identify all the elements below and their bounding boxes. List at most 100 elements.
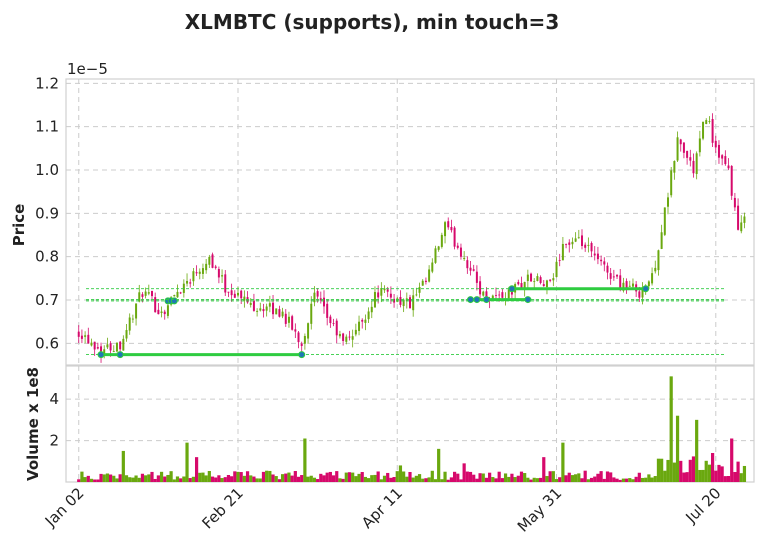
volume-bar	[465, 471, 469, 482]
volume-bar	[647, 474, 651, 482]
volume-bar	[628, 478, 632, 482]
volume-bar	[261, 471, 266, 482]
volume-bar	[341, 478, 345, 482]
volume-bar	[105, 473, 110, 482]
volume-bar	[223, 477, 227, 482]
volume-bar	[717, 464, 721, 482]
volume-bar	[124, 475, 129, 482]
candle-body	[418, 287, 421, 293]
volume-bar	[449, 477, 454, 482]
candle-body	[482, 291, 485, 296]
volume-bar	[191, 476, 196, 482]
candle-body	[87, 334, 90, 344]
candle-body	[329, 316, 332, 324]
candle-body	[714, 140, 717, 148]
candle-body	[682, 142, 685, 153]
candle-body	[670, 170, 673, 196]
candle-body	[549, 279, 552, 281]
candle-body	[100, 346, 103, 356]
candle-body	[383, 288, 386, 291]
candle-body	[574, 238, 577, 242]
volume-bar	[535, 478, 540, 482]
volume-bar	[644, 477, 648, 482]
candle-body	[412, 295, 415, 311]
volume-bar	[421, 478, 425, 482]
candle-body	[593, 253, 596, 256]
candle-body	[421, 280, 424, 286]
candle-body	[612, 276, 615, 278]
candle-body	[77, 331, 80, 337]
volume-bar	[430, 470, 434, 482]
candle-body	[179, 292, 182, 294]
candle-body	[434, 248, 437, 263]
volume-bar	[290, 475, 294, 482]
candle-body	[743, 216, 746, 223]
volume-bar	[102, 474, 106, 482]
candle-body	[459, 247, 462, 257]
candle-body	[249, 302, 252, 305]
volume-bar	[650, 477, 654, 482]
candle-body	[138, 292, 141, 302]
candle-body	[303, 335, 306, 344]
candle-body	[705, 120, 708, 125]
volume-bar	[99, 473, 103, 482]
candle-body	[600, 259, 603, 262]
volume-bar	[255, 478, 259, 482]
support-touch-point	[524, 296, 532, 304]
volume-bar	[306, 476, 310, 482]
candle-body	[456, 245, 459, 248]
volume-bar	[392, 476, 396, 482]
exponent-label: 1e−5	[67, 60, 108, 78]
volume-bar	[386, 472, 390, 482]
candle-body	[651, 273, 654, 284]
candle-body	[84, 335, 87, 337]
volume-bar	[701, 469, 705, 482]
candle-body	[526, 274, 529, 282]
candle-body	[472, 269, 475, 271]
volume-bar	[481, 473, 485, 482]
volume-bar	[558, 477, 562, 482]
candle-body	[631, 283, 634, 287]
volume-bar	[316, 479, 320, 482]
candle-body	[144, 291, 147, 296]
candle-body	[587, 244, 590, 246]
volume-bar	[373, 474, 377, 482]
candle-body	[542, 284, 545, 287]
candle-body	[186, 280, 189, 284]
candle-body	[424, 280, 427, 282]
candle-body	[377, 292, 380, 298]
volume-bar	[589, 477, 594, 482]
candle-body	[689, 157, 692, 161]
candle-body	[399, 297, 402, 305]
volume-bar	[468, 471, 473, 482]
volume-bar	[615, 478, 619, 482]
candle-body	[300, 343, 303, 346]
candle-body	[577, 237, 580, 239]
volume-bar	[379, 479, 383, 482]
candle-body	[287, 316, 290, 323]
candle-body	[389, 293, 392, 298]
x-tick-label: Feb 21	[198, 484, 246, 532]
volume-bar	[580, 478, 584, 482]
candle-body	[256, 310, 259, 312]
volume-bar	[201, 472, 205, 482]
volume-bar	[545, 476, 549, 482]
volume-bar	[417, 474, 422, 482]
volume-bar	[179, 478, 183, 482]
volume-bar	[376, 471, 380, 482]
volume-bar	[672, 462, 676, 482]
volume-bar	[80, 471, 84, 482]
candle-body	[485, 291, 488, 300]
volume-bar	[583, 470, 587, 482]
volume-bar	[220, 478, 224, 482]
candle-body	[539, 277, 542, 283]
volume-bar	[736, 461, 740, 482]
volume-bar	[567, 472, 571, 482]
volume-bar	[351, 472, 355, 482]
volume-bar	[153, 478, 157, 482]
candle-body	[361, 319, 364, 322]
candle-body	[141, 294, 144, 297]
volume-bar	[618, 479, 622, 482]
candle-body	[431, 262, 434, 272]
volume-bar	[500, 478, 504, 482]
